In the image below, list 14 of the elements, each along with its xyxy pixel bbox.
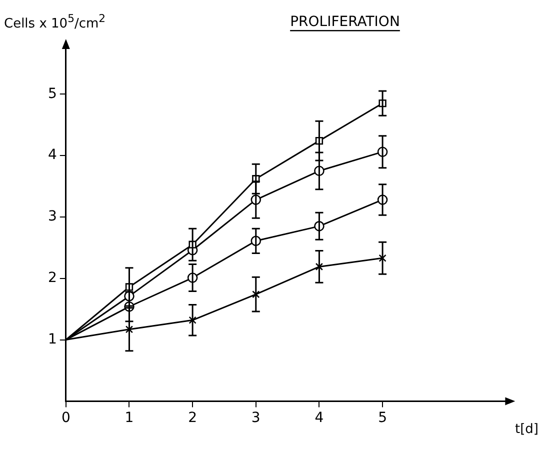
x-tick-label: 3 — [251, 410, 260, 426]
x-tick-label: 5 — [378, 410, 388, 426]
chart-title: PROLIFERATION — [290, 14, 400, 30]
x-tick-label: 2 — [188, 410, 198, 426]
x-axis-title: t[d] — [515, 422, 538, 437]
y-axis-title: Cells x 10$^{5}$/cm$^{2}$ — [4, 12, 106, 32]
x-tick-label: 1 — [124, 410, 134, 426]
y-tick-label: 3 — [48, 208, 57, 225]
y-tick-label: 2 — [48, 270, 57, 286]
y-tick-label: 1 — [48, 331, 57, 348]
x-tick-label: 0 — [61, 410, 70, 426]
y-tick-label: 4 — [48, 147, 57, 164]
y-tick-label: 5 — [48, 86, 57, 102]
x-tick-label: 4 — [314, 410, 324, 426]
